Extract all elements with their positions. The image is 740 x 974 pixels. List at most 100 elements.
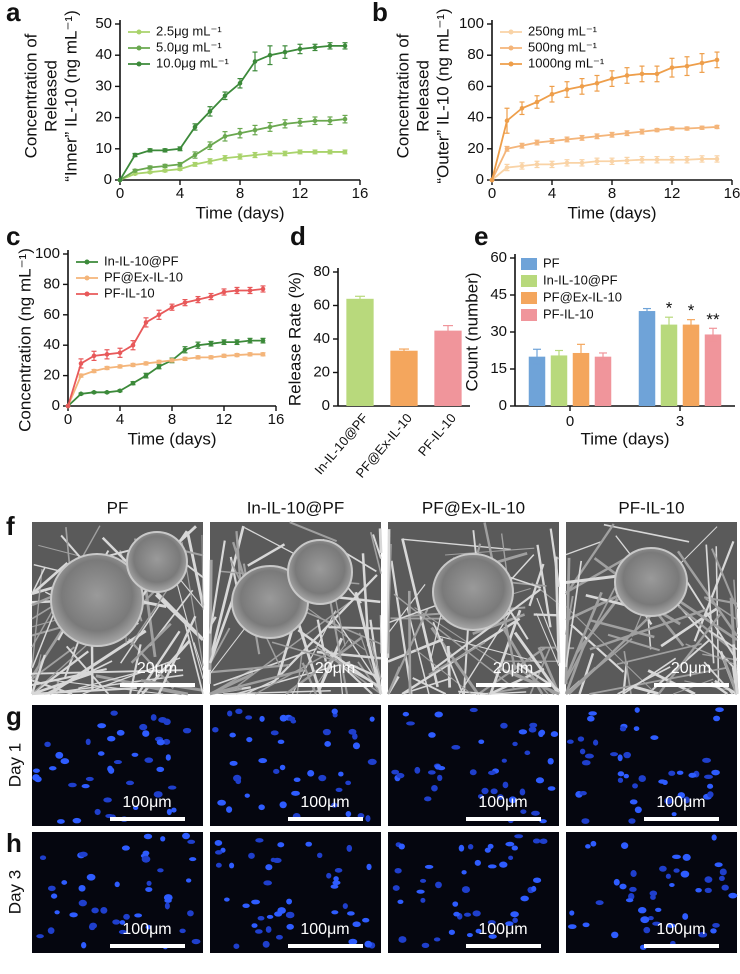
line	[68, 354, 263, 406]
point	[105, 390, 110, 395]
fiber	[328, 627, 381, 628]
nucleus	[157, 868, 164, 872]
point	[248, 352, 253, 357]
nucleus	[711, 770, 720, 776]
nucleus	[34, 776, 41, 782]
cell	[127, 532, 187, 592]
nucleus	[638, 907, 647, 913]
cell	[433, 554, 513, 630]
line	[68, 341, 263, 406]
nucleus	[348, 939, 357, 945]
nucleus	[728, 893, 737, 899]
nucleus	[267, 915, 274, 919]
y-tick-label: 80	[43, 275, 60, 292]
nucleus	[512, 846, 518, 851]
nucleus	[278, 740, 285, 744]
column-label: PF-IL-10	[618, 498, 684, 517]
point	[163, 148, 168, 153]
fiber	[210, 560, 211, 670]
point	[520, 143, 525, 148]
fluorescence-background	[32, 832, 203, 953]
nucleus	[551, 731, 558, 737]
y-tick-label: 0	[476, 171, 484, 188]
point	[268, 53, 273, 58]
y-tick-label: 0	[322, 397, 330, 414]
sem-image	[388, 522, 559, 694]
point	[222, 290, 227, 295]
point	[79, 361, 84, 366]
point	[610, 159, 615, 164]
x-axis-title: Time (days)	[580, 429, 669, 448]
nucleus	[672, 855, 681, 859]
nucleus	[144, 834, 152, 839]
nucleus	[713, 716, 720, 722]
nucleus	[347, 845, 353, 852]
point	[144, 320, 149, 325]
legend-label: In-IL-10@PF	[543, 272, 618, 287]
point	[700, 125, 705, 130]
y-tick-label: 40	[95, 46, 112, 63]
y-tick-label: 45	[490, 286, 507, 303]
nucleus	[51, 893, 57, 898]
point	[118, 389, 123, 394]
nucleus	[720, 869, 727, 876]
panel-letter: c	[6, 221, 20, 251]
nucleus	[437, 766, 445, 770]
nucleus	[499, 862, 507, 868]
nucleus	[68, 783, 77, 788]
sem-image	[32, 522, 203, 694]
panel-letter: e	[474, 221, 488, 251]
point	[148, 148, 153, 153]
point	[670, 157, 675, 162]
y-tick-label: 100	[459, 15, 484, 32]
nucleus	[226, 806, 232, 813]
nucleus	[406, 721, 415, 725]
y-tick-label: 60	[490, 249, 507, 266]
x-axis-title: Time (days)	[195, 203, 284, 222]
x-tick-label: 0	[116, 185, 124, 202]
nucleus	[48, 927, 55, 934]
line	[492, 127, 717, 180]
nucleus	[630, 799, 638, 804]
y-axis-title: Concentration (ng mL⁻¹)	[15, 248, 34, 432]
point	[715, 58, 720, 63]
point	[209, 294, 214, 299]
point	[505, 165, 510, 170]
point	[685, 126, 690, 131]
panel-letter: h	[6, 828, 22, 858]
legend-label: 2.5μg mL⁻¹	[156, 23, 222, 38]
nucleus	[123, 914, 130, 920]
nucleus	[258, 916, 265, 920]
legend-label: 5.0μg mL⁻¹	[156, 39, 222, 54]
nucleus	[305, 842, 312, 847]
nucleus	[548, 758, 554, 765]
nucleus	[568, 924, 577, 929]
point	[170, 305, 175, 310]
nucleus	[629, 887, 637, 892]
nucleus	[425, 865, 434, 869]
panel-letter: a	[6, 0, 21, 27]
nucleus	[245, 793, 250, 797]
nucleus	[271, 730, 279, 735]
nucleus	[650, 735, 658, 740]
nucleus	[707, 791, 713, 797]
nucleus	[403, 712, 409, 717]
point	[328, 118, 333, 123]
nucleus	[435, 882, 442, 889]
nucleus	[614, 879, 620, 886]
point	[715, 125, 720, 130]
nucleus	[255, 929, 263, 933]
nucleus	[578, 736, 584, 741]
nucleus	[317, 853, 322, 858]
nucleus	[510, 911, 519, 917]
nucleus	[473, 910, 481, 916]
nucleus	[623, 752, 631, 758]
nucleus	[681, 871, 690, 878]
x-tick-label: 8	[608, 185, 616, 202]
nucleus	[393, 885, 400, 891]
point	[655, 72, 660, 77]
point	[238, 131, 243, 136]
point	[580, 84, 585, 89]
nucleus	[97, 723, 106, 728]
nucleus	[347, 911, 355, 915]
